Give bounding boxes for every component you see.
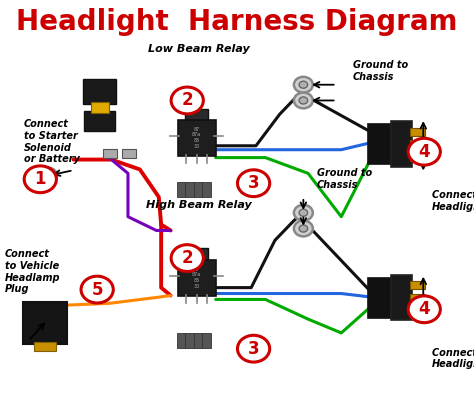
FancyBboxPatch shape [34,342,56,351]
Circle shape [294,77,313,93]
Text: Connect
to Starter
Solenoid
or Battery: Connect to Starter Solenoid or Battery [24,119,80,164]
Text: 4: 4 [419,143,430,161]
FancyBboxPatch shape [391,275,412,320]
FancyBboxPatch shape [410,153,425,161]
Text: High Beam Relay: High Beam Relay [146,200,252,210]
Text: Ground to
Chassis: Ground to Chassis [317,169,372,190]
Text: Ground to
Chassis: Ground to Chassis [353,60,409,82]
Text: 1: 1 [35,170,46,188]
Circle shape [43,172,52,179]
FancyBboxPatch shape [202,333,211,348]
Text: Connect to
Headlights: Connect to Headlights [432,348,474,369]
FancyBboxPatch shape [103,149,117,158]
Text: 87
87a
85
30: 87 87a 85 30 [192,127,201,149]
FancyBboxPatch shape [410,294,425,302]
FancyBboxPatch shape [368,124,400,164]
Circle shape [408,138,440,165]
Circle shape [299,209,308,216]
Text: 5: 5 [91,281,103,299]
Circle shape [81,276,113,303]
FancyBboxPatch shape [410,281,425,289]
FancyBboxPatch shape [185,333,194,348]
FancyBboxPatch shape [177,182,185,197]
Circle shape [408,296,440,323]
Circle shape [294,221,313,236]
Text: 2: 2 [182,91,193,110]
FancyBboxPatch shape [410,128,425,136]
FancyBboxPatch shape [368,278,400,318]
Circle shape [294,93,313,108]
Circle shape [237,335,270,362]
FancyBboxPatch shape [194,333,202,348]
Text: Low Beam Relay: Low Beam Relay [148,44,250,54]
FancyBboxPatch shape [177,333,185,348]
FancyBboxPatch shape [391,121,412,167]
FancyBboxPatch shape [84,111,115,131]
FancyBboxPatch shape [185,249,208,262]
Text: 4: 4 [419,300,430,318]
FancyBboxPatch shape [91,102,109,113]
FancyBboxPatch shape [83,79,116,104]
Circle shape [294,205,313,221]
FancyBboxPatch shape [410,140,425,148]
FancyBboxPatch shape [177,120,216,156]
Text: Headlight  Harness Diagram: Headlight Harness Diagram [16,7,458,36]
Circle shape [299,97,308,104]
FancyBboxPatch shape [194,182,202,197]
Text: 87
87a
85
30: 87 87a 85 30 [192,267,201,289]
FancyBboxPatch shape [185,108,208,122]
Circle shape [24,166,56,193]
FancyBboxPatch shape [410,307,425,314]
Circle shape [171,245,203,271]
Text: 3: 3 [248,340,259,358]
Circle shape [237,170,270,197]
FancyBboxPatch shape [23,302,67,344]
Circle shape [299,81,308,88]
Text: 2: 2 [182,249,193,267]
Circle shape [171,87,203,114]
FancyBboxPatch shape [185,182,194,197]
Text: 3: 3 [248,174,259,192]
Text: Connect
to Vehicle
Headlamp
Plug: Connect to Vehicle Headlamp Plug [5,249,60,294]
FancyBboxPatch shape [177,260,216,296]
Circle shape [38,167,57,183]
Circle shape [299,225,308,232]
Text: Connect to
Headlights: Connect to Headlights [432,190,474,212]
FancyBboxPatch shape [122,149,136,158]
FancyBboxPatch shape [202,182,211,197]
